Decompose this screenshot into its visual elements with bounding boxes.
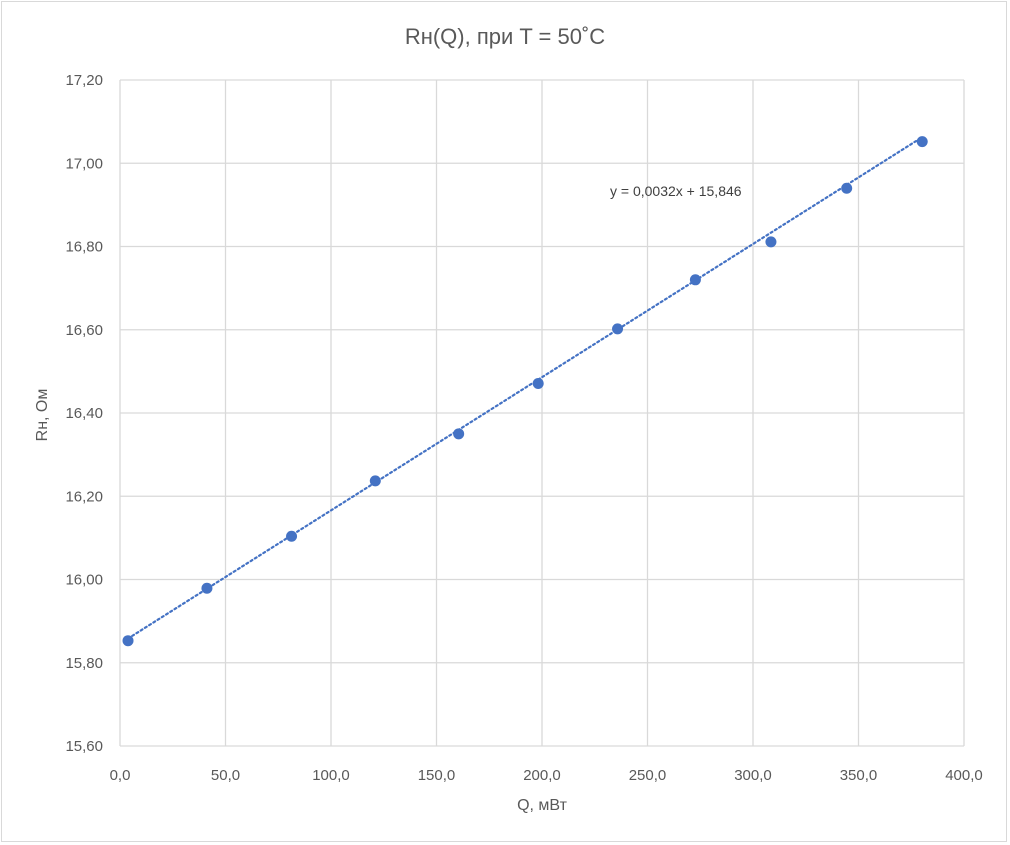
y-tick-label: 15,80 [65, 655, 103, 672]
data-point [916, 136, 928, 148]
y-tick-label: 15,60 [65, 738, 103, 755]
y-tick-label: 16,40 [65, 405, 103, 422]
data-point [532, 377, 544, 389]
x-tick-label: 100,0 [312, 767, 350, 784]
data-points [122, 136, 928, 647]
x-tick-label: 150,0 [418, 767, 456, 784]
data-point [286, 530, 298, 542]
data-point [369, 475, 381, 487]
x-tick-label: 350,0 [840, 767, 878, 784]
x-axis-title: Q, мВт [517, 797, 567, 814]
y-tick-label: 16,20 [65, 488, 103, 505]
trendline-layer [126, 136, 924, 640]
data-point [689, 274, 701, 286]
x-tick-label: 0,0 [110, 767, 131, 784]
data-point [841, 182, 853, 194]
trendline [126, 136, 924, 640]
chart-title: Rн(Q), при T = 50˚C [405, 24, 605, 49]
trendline-equation: y = 0,0032x + 15,846 [610, 183, 742, 199]
gridlines [119, 79, 965, 747]
x-tick-label: 300,0 [734, 767, 772, 784]
y-tick-label: 17,00 [65, 155, 103, 172]
data-point [453, 428, 465, 440]
x-axis-ticks: 0,0 50,0 100,0 150,0 200,0 250,0 300,0 350,0 400… [110, 767, 983, 784]
y-axis-ticks: 15,60 15,80 16,00 16,20 16,40 16,60 16,80 17,00… [65, 72, 103, 755]
x-tick-label: 200,0 [523, 767, 561, 784]
y-tick-label: 16,00 [65, 572, 103, 589]
data-point [201, 582, 213, 594]
x-tick-label: 400,0 [945, 767, 983, 784]
y-tick-label: 17,20 [65, 72, 103, 89]
data-point [612, 323, 624, 335]
data-point [122, 635, 134, 647]
y-tick-label: 16,60 [65, 322, 103, 339]
y-tick-label: 16,80 [65, 239, 103, 256]
data-point [765, 236, 777, 248]
x-tick-label: 50,0 [211, 767, 240, 784]
y-axis-title: Rн, Ом [34, 389, 51, 442]
x-tick-label: 250,0 [629, 767, 667, 784]
